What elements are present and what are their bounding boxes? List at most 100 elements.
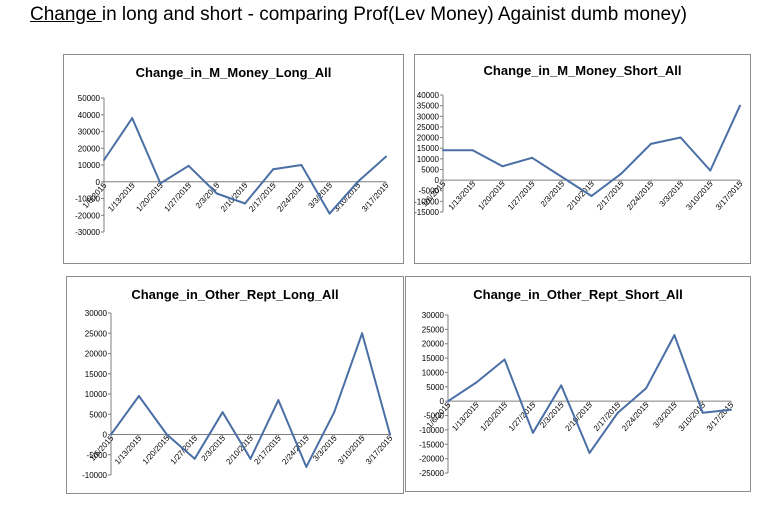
data-point: [385, 155, 387, 158]
data-point: [645, 387, 648, 390]
data-point: [165, 433, 168, 436]
y-tick-label: 5000: [421, 165, 439, 174]
y-tick-label: -5000: [424, 412, 445, 421]
page-heading-underlined: Change: [30, 4, 102, 25]
data-point: [730, 408, 732, 411]
page-heading-rest: in long and short - comparing Prof(Lev M…: [101, 4, 687, 25]
x-tick-label: 2/17/2015: [595, 179, 626, 212]
y-tick-label: 50000: [78, 94, 101, 103]
data-point: [531, 431, 534, 434]
data-point: [333, 411, 336, 414]
x-tick-label: 1/20/2015: [141, 433, 172, 466]
x-tick-label: 3/10/2015: [336, 433, 367, 466]
data-point: [187, 164, 190, 167]
y-tick-label: 15000: [85, 370, 108, 379]
data-point: [447, 400, 449, 403]
y-tick-label: -25000: [419, 469, 444, 478]
data-point: [110, 433, 112, 436]
y-tick-label: 15000: [417, 144, 440, 153]
x-tick-label: 1/20/2015: [134, 181, 165, 214]
chart-title: Change_in_Other_Rept_Short_All: [473, 287, 683, 302]
data-point: [137, 395, 140, 397]
y-tick-label: -10000: [415, 197, 440, 206]
y-tick-label: -20000: [419, 455, 444, 464]
data-point: [590, 195, 593, 197]
series-line: [447, 334, 732, 454]
data-point: [673, 334, 676, 337]
data-point: [560, 384, 563, 387]
y-tick-label: 30000: [85, 309, 108, 318]
y-tick-label: 10000: [85, 390, 108, 399]
x-tick-label: 1/13/2015: [447, 179, 478, 212]
y-tick-label: -20000: [75, 211, 100, 220]
x-tick-label: 1/27/2015: [163, 181, 194, 214]
y-tick-label: 25000: [417, 123, 440, 132]
page-heading: Change in long and short - comparing Pro…: [30, 4, 770, 34]
x-tick-label: 1/27/2015: [506, 179, 537, 212]
y-tick-label: -15000: [415, 208, 440, 217]
x-tick-label: 3/3/2015: [307, 181, 335, 211]
data-point: [679, 136, 682, 139]
y-tick-label: 35000: [417, 102, 440, 111]
data-point: [616, 411, 619, 414]
chart-title: Change_in_M_Money_Long_All: [136, 65, 332, 80]
data-point: [272, 168, 275, 171]
y-tick-label: 0: [440, 397, 445, 406]
y-tick-label: 20000: [85, 350, 108, 359]
y-tick-label: 25000: [422, 325, 445, 334]
y-tick-label: -5000: [87, 451, 108, 460]
y-tick-label: 40000: [417, 91, 440, 100]
x-tick-label: 3/17/2015: [705, 400, 736, 433]
x-tick-label: 3/3/2015: [658, 179, 686, 209]
data-point: [305, 465, 308, 468]
x-tick-label: 3/10/2015: [332, 181, 363, 214]
data-point: [300, 164, 303, 166]
x-tick-label: 2/10/2015: [219, 181, 250, 214]
x-tick-label: 2/17/2015: [247, 181, 278, 214]
y-tick-label: 15000: [422, 354, 445, 363]
data-point: [249, 457, 252, 460]
y-tick-label: 20000: [422, 340, 445, 349]
x-tick-label: 3/17/2015: [364, 433, 395, 466]
data-point: [503, 358, 506, 361]
x-tick-label: 1/13/2015: [113, 433, 144, 466]
x-tick-label: 2/24/2015: [625, 179, 656, 212]
chart-panel-other-rept-short: Change_in_Other_Rept_Short_All 30000 25000…: [405, 276, 751, 492]
line-chart: Change_in_M_Money_Short_All 40000 35000300…: [415, 63, 745, 217]
x-tick-label: 2/24/2015: [275, 181, 306, 214]
data-point: [103, 159, 105, 161]
data-point: [159, 182, 162, 185]
x-tick-label: 2/3/2015: [200, 433, 228, 463]
x-tick-label: 2/3/2015: [539, 179, 567, 209]
data-point: [356, 180, 359, 183]
line-chart: Change_in_Other_Rept_Long_All 30000 25000 2…: [82, 287, 395, 480]
x-tick-label: 2/10/2015: [224, 433, 255, 466]
y-tick-label: 10000: [422, 368, 445, 377]
data-point: [649, 142, 652, 145]
y-tick-label: 20000: [78, 144, 101, 153]
data-point: [442, 149, 444, 152]
y-tick-label: 30000: [78, 128, 101, 137]
chart-panel-m-money-long: Change_in_M_Money_Long_All 50000 40000 3000…: [63, 54, 404, 264]
y-tick-label: 10000: [417, 155, 440, 164]
y-tick-label: -30000: [75, 228, 100, 237]
data-point: [193, 457, 196, 460]
x-tick-label: 1/13/2015: [450, 400, 481, 433]
chart-panel-other-rept-long: Change_in_Other_Rept_Long_All 30000 25000 2…: [66, 276, 404, 494]
data-point: [475, 381, 478, 384]
y-tick-label: -10000: [75, 195, 100, 204]
data-point: [328, 212, 331, 215]
line-chart: Change_in_Other_Rept_Short_All 30000 25000…: [419, 287, 736, 478]
y-tick-label: 5000: [426, 383, 444, 392]
data-point: [131, 117, 134, 120]
x-tick-label: 3/3/2015: [651, 400, 679, 430]
data-point: [701, 411, 704, 414]
y-tick-label: 20000: [417, 134, 440, 143]
y-tick-label: 5000: [89, 410, 107, 419]
chart-title: Change_in_Other_Rept_Long_All: [131, 287, 338, 302]
y-tick-label: 0: [103, 431, 108, 440]
data-point: [277, 399, 280, 402]
data-point: [361, 332, 364, 335]
data-point: [221, 411, 224, 414]
data-point: [471, 149, 474, 152]
